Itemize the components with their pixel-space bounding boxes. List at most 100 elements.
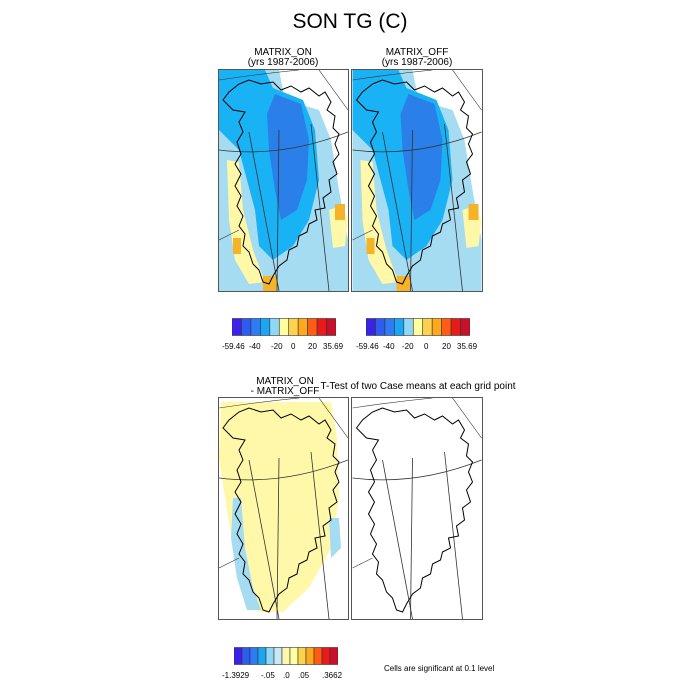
graticule-line: [310, 123, 330, 291]
figure-title: SON TG (C): [292, 10, 408, 33]
graticule-line: [452, 398, 482, 439]
colorbar-swatch: [305, 647, 315, 665]
map-on-svg: [219, 70, 348, 291]
map-panel-diff: [218, 397, 349, 620]
field-region: [231, 498, 261, 610]
graticule-line: [219, 398, 300, 409]
colorbar-swatch: [241, 318, 252, 336]
graticule-line: [352, 229, 373, 241]
field-region: [263, 276, 277, 291]
graticule-line: [310, 451, 330, 619]
cbar-top-left-label-2: -20: [271, 342, 283, 351]
panel-title-ttest: T-Test of two Case means at each grid po…: [320, 381, 516, 392]
cbar-top-left-label-4: 20: [308, 342, 317, 351]
graticule-line: [444, 451, 463, 619]
panel-on-title-text: MATRIX_ON: [254, 47, 312, 58]
cbar-top-right-label-3: 0: [424, 342, 429, 351]
coastline: [355, 79, 474, 285]
cbar-top-left-label-0: -59.46: [222, 342, 245, 351]
colorbar-swatch: [329, 647, 339, 665]
colorbar-swatch: [313, 647, 323, 665]
map-ttest-svg: [352, 398, 482, 619]
colorbar-swatch: [281, 647, 291, 665]
colorbar-bottom-swatches: [233, 647, 339, 665]
colorbar-swatch: [326, 318, 337, 336]
cbar-top-left-label-5: 35.69: [323, 342, 344, 351]
colorbar-top-right-swatches: [365, 318, 471, 336]
graticule-line: [219, 131, 348, 153]
colorbar-swatch: [316, 318, 327, 336]
cbar-bottom-label-1: -.05: [261, 671, 275, 680]
coastline: [222, 407, 340, 613]
graticule-line: [219, 557, 240, 569]
field-region: [233, 238, 241, 254]
graticule-line: [219, 459, 348, 481]
colorbar-swatch: [422, 318, 433, 336]
graticule-line: [276, 129, 280, 291]
colorbar-swatch: [265, 647, 275, 665]
colorbar-swatch: [307, 318, 318, 336]
field-region: [366, 238, 375, 254]
map-panel-off: [351, 69, 483, 292]
colorbar-swatch: [273, 647, 283, 665]
graticule-line: [352, 131, 482, 153]
colorbar-swatch: [241, 647, 251, 665]
coastline: [355, 407, 474, 613]
colorbar-swatch: [384, 318, 395, 336]
map-panel-ttest: [351, 397, 483, 620]
colorbar-swatch: [231, 318, 242, 336]
colorbar-swatch: [289, 647, 299, 665]
colorbar-swatch: [233, 647, 243, 665]
colorbar-swatch: [297, 647, 307, 665]
cbar-bottom-label-3: .05: [298, 671, 310, 680]
cbar-bottom-label-4: .3662: [322, 671, 343, 680]
graticule-line: [219, 70, 300, 81]
graticule-line: [219, 229, 240, 241]
graticule-line: [452, 70, 482, 111]
graticule-line: [318, 398, 348, 439]
cbar-top-right-label-4: 20: [442, 342, 451, 351]
colorbar-swatch: [269, 318, 280, 336]
field-region: [335, 204, 345, 220]
panel-diff-title-text: MATRIX_ON: [256, 376, 314, 387]
colorbar-top-left: [231, 318, 337, 341]
map-off-svg: [352, 70, 482, 291]
colorbar-top-right: [365, 318, 471, 341]
colorbar-swatch: [278, 318, 290, 336]
cbar-top-right-label-5: 35.69: [457, 342, 478, 351]
colorbar-swatch: [260, 318, 271, 336]
graticule-line: [382, 459, 413, 619]
graticule-line: [248, 131, 280, 291]
cbar-top-left-label-1: -40: [249, 342, 261, 351]
cbar-top-right-label-0: -59.46: [356, 342, 379, 351]
colorbar-swatch: [412, 318, 424, 336]
cbar-bottom-label-2: .0: [283, 671, 290, 680]
graticule-line: [410, 457, 413, 619]
panel-off-title-text: MATRIX_OFF: [385, 47, 449, 58]
graticule-line: [352, 557, 373, 569]
graticule-line: [352, 459, 482, 481]
graticule-line: [382, 131, 413, 291]
field-region: [329, 518, 341, 558]
colorbar-bottom: [233, 647, 339, 670]
panel-diff-subtitle-text: - MATRIX_OFF: [250, 386, 320, 397]
colorbar-swatch: [431, 318, 442, 336]
cbar-top-left-label-3: 0: [291, 342, 296, 351]
colorbar-swatch: [450, 318, 461, 336]
graticule-line: [444, 123, 463, 291]
graticule-line: [318, 70, 348, 111]
map-panel-on: [218, 69, 349, 292]
colorbar-top-left-swatches: [231, 318, 337, 336]
colorbar-swatch: [403, 318, 414, 336]
cbar-top-right-label-2: -20: [402, 342, 414, 351]
panel-title-diff: MATRIX_ON - MATRIX_OFF: [220, 377, 350, 397]
colorbar-swatch: [375, 318, 386, 336]
colorbar-swatch: [460, 318, 471, 336]
field-region: [400, 94, 443, 220]
field-region: [468, 204, 479, 220]
map-diff-svg: [219, 398, 348, 619]
colorbar-swatch: [250, 318, 261, 336]
graticule-line: [248, 459, 280, 619]
colorbar-swatch: [365, 318, 376, 336]
colorbar-swatch: [321, 647, 331, 665]
